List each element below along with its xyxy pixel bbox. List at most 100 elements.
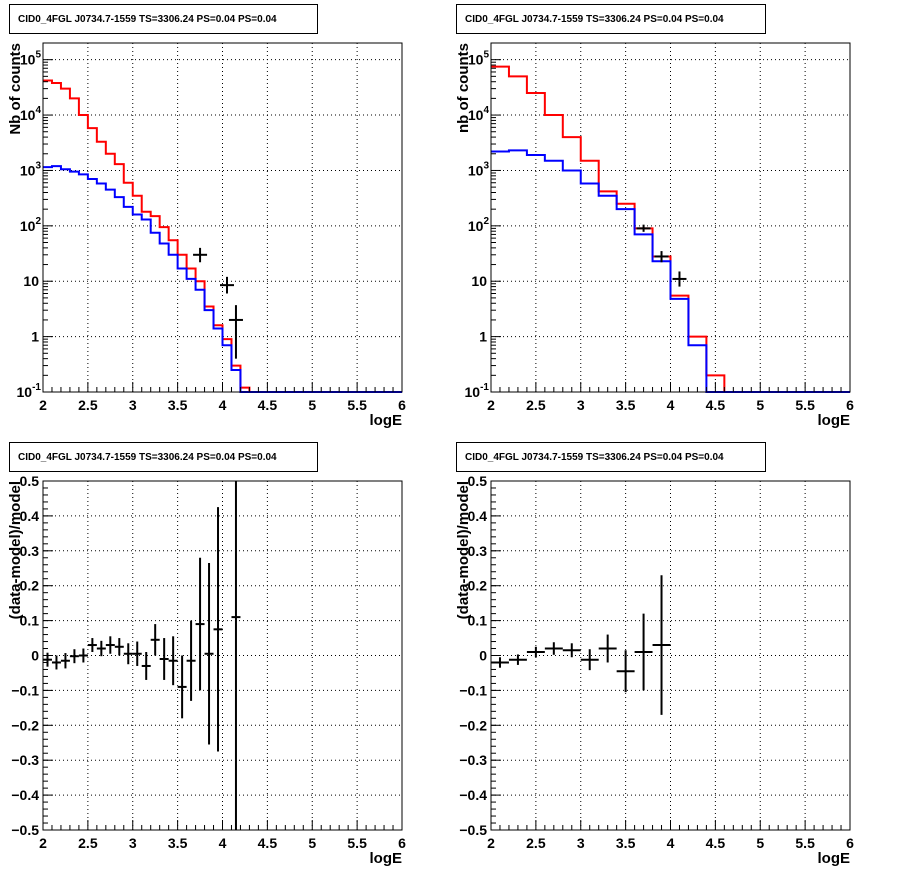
x-tick-label: 4 (667, 835, 675, 851)
x-axis-label: logE (370, 850, 403, 867)
x-tick-label: 2.5 (78, 397, 98, 413)
x-tick-label: 4 (667, 397, 675, 413)
x-tick-label: 2.5 (526, 835, 546, 851)
x-tick-label: 4.5 (706, 397, 726, 413)
data-point (672, 271, 687, 287)
y-tick-label: −0.5 (459, 822, 487, 838)
x-axis-label: logE (818, 850, 851, 867)
y-tick-label: −0.4 (11, 787, 39, 803)
data-point (43, 652, 52, 667)
x-tick-label: 6 (398, 397, 406, 413)
y-tick-label: 0.2 (20, 578, 40, 594)
y-tick-label: 104 (468, 105, 490, 123)
y-tick-label: 105 (20, 50, 42, 68)
x-tick-label: 5 (308, 397, 316, 413)
y-tick-label: 0.5 (468, 473, 488, 489)
y-tick-label: 0.3 (468, 543, 488, 559)
x-tick-label: 3.5 (168, 835, 188, 851)
data-point (159, 638, 169, 680)
y-tick-label: 0.1 (468, 613, 488, 629)
x-tick-label: 3.5 (616, 397, 636, 413)
data-point (78, 648, 88, 663)
y-axis-label: (data-model)/model (7, 481, 24, 619)
y-tick-label: 0.4 (468, 508, 488, 524)
data-point (168, 636, 178, 686)
data-point (141, 652, 151, 680)
data-point (526, 646, 545, 658)
y-tick-label: 0.4 (20, 508, 40, 524)
x-tick-label: 4.5 (258, 397, 278, 413)
data-point (195, 557, 205, 691)
y-tick-label: −0.2 (11, 717, 39, 733)
chart-panel: 2 2.5 3 3.5 4 4.5 5 5.5 6 −0.5 −0.4 −0.3 −0.2 −0.1 0 0.… (7, 473, 406, 867)
data-point (228, 305, 243, 359)
chart-panel: 2 2.5 3 3.5 4 4.5 5 5.5 6 10-1 1 10 102 103 104 105 logE… (455, 42, 854, 429)
x-tick-label: 5 (756, 397, 764, 413)
y-tick-label: −0.5 (11, 822, 39, 838)
x-axis-label: logE (370, 412, 403, 429)
data-point (123, 643, 133, 665)
y-tick-label: 10 (471, 273, 487, 289)
chart-panel: 2 2.5 3 3.5 4 4.5 5 5.5 6 −0.5 −0.4 −0.3 −0.2 −0.1 0 0.… (455, 473, 854, 867)
y-tick-label: 1 (479, 329, 487, 345)
x-tick-label: 5 (308, 835, 316, 851)
y-tick-label: 0.3 (20, 543, 40, 559)
x-tick-label: 2 (39, 835, 47, 851)
data-point (87, 638, 97, 653)
x-tick-label: 5.5 (795, 835, 815, 851)
data-point (177, 655, 187, 719)
data-point (231, 481, 241, 830)
x-tick-label: 3 (577, 835, 585, 851)
chart-panel: 2 2.5 3 3.5 4 4.5 5 5.5 6 10-1 1 10 102 103 104 105 logE… (7, 42, 406, 429)
y-tick-label: −0.1 (11, 682, 39, 698)
y-tick-label: 0.2 (468, 578, 488, 594)
data-point (508, 654, 527, 665)
y-tick-label: 0 (479, 648, 487, 664)
data-point (598, 634, 617, 663)
data-point (114, 638, 124, 656)
panel-title: CID0_4FGL J0734.7-1559 TS=3306.24 PS=0.0… (456, 442, 766, 472)
x-tick-label: 4 (219, 397, 227, 413)
data-point (69, 649, 79, 664)
x-tick-label: 2 (39, 397, 47, 413)
x-tick-label: 6 (846, 397, 854, 413)
panel-title: CID0_4FGL J0734.7-1559 TS=3306.24 PS=0.0… (9, 442, 318, 472)
data-point (51, 655, 61, 670)
y-tick-label: 10 (23, 273, 39, 289)
x-tick-label: 3 (129, 397, 137, 413)
y-axis-label: nb of counts (455, 43, 472, 133)
data-point (562, 643, 581, 658)
y-axis-label: Nb of counts (7, 43, 24, 135)
data-point (634, 613, 653, 691)
y-tick-label: 105 (468, 50, 490, 68)
data-point (132, 641, 142, 666)
x-tick-label: 3 (577, 397, 585, 413)
data-point (186, 620, 196, 701)
data-point (60, 653, 70, 669)
y-tick-label: 1 (31, 329, 39, 345)
data-point (150, 624, 160, 656)
x-tick-label: 2 (487, 835, 495, 851)
x-tick-label: 4.5 (258, 835, 278, 851)
x-tick-label: 5 (756, 835, 764, 851)
y-tick-label: −0.1 (459, 682, 487, 698)
data-point (580, 649, 599, 671)
x-tick-label: 5.5 (795, 397, 815, 413)
y-tick-label: 10-1 (465, 382, 490, 400)
x-tick-label: 3.5 (168, 397, 188, 413)
data-point (105, 636, 115, 654)
y-tick-label: 103 (20, 160, 42, 178)
data-point (544, 642, 563, 655)
y-tick-label: 102 (20, 216, 42, 234)
x-tick-label: 4 (219, 835, 227, 851)
panel-title: CID0_4FGL J0734.7-1559 TS=3306.24 PS=0.0… (9, 4, 318, 34)
x-tick-label: 6 (846, 835, 854, 851)
x-axis-label: logE (818, 412, 851, 429)
x-tick-label: 4.5 (706, 835, 726, 851)
y-tick-label: −0.3 (11, 752, 39, 768)
x-tick-label: 5.5 (347, 397, 367, 413)
y-tick-label: 0.1 (20, 613, 40, 629)
y-tick-label: 102 (468, 216, 490, 234)
y-tick-label: −0.2 (459, 717, 487, 733)
